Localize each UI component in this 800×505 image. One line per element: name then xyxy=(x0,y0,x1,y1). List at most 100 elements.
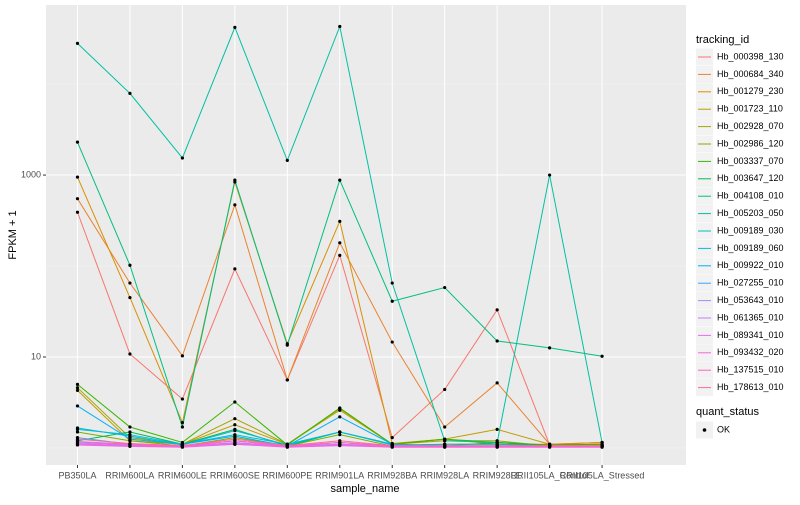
data-point xyxy=(128,352,132,356)
data-point xyxy=(390,281,394,285)
x-tick-label: RRIM600LE xyxy=(158,470,207,480)
data-point xyxy=(338,439,342,443)
data-point xyxy=(495,381,499,385)
legend-label: Hb_093432_020 xyxy=(717,347,784,357)
data-point xyxy=(390,340,394,344)
data-point xyxy=(128,91,132,95)
data-point xyxy=(128,425,132,429)
legend-label: Hb_137515_010 xyxy=(717,365,784,375)
x-tick-label: RRIM600SE xyxy=(210,470,260,480)
data-point xyxy=(548,444,552,448)
data-point xyxy=(75,382,80,386)
data-point xyxy=(338,178,342,182)
data-point xyxy=(233,442,237,446)
data-point xyxy=(338,24,342,29)
data-point xyxy=(548,346,552,350)
data-point xyxy=(443,444,447,448)
legend-label: Hb_000684_340 xyxy=(717,69,784,79)
legend-label: Hb_004108_010 xyxy=(717,191,784,201)
data-point xyxy=(180,421,184,425)
data-point xyxy=(75,140,80,144)
x-tick-label: RRIM928BA xyxy=(367,470,417,480)
data-point xyxy=(443,425,447,429)
data-point xyxy=(128,281,132,285)
y-tick-label: 10 xyxy=(31,351,41,361)
legend-title: quant_status xyxy=(696,406,759,418)
data-point xyxy=(338,430,342,434)
data-point xyxy=(75,388,80,392)
data-point xyxy=(128,441,132,446)
legend-label: Hb_178613_010 xyxy=(717,382,784,392)
data-point xyxy=(443,439,447,443)
data-point xyxy=(600,354,604,358)
legend-label: Hb_002928_070 xyxy=(717,121,784,131)
legend-title: tracking_id xyxy=(696,34,749,46)
data-point xyxy=(285,378,289,382)
legend-label: Hb_002986_120 xyxy=(717,138,784,148)
data-point xyxy=(443,387,447,392)
legend-label: Hb_001279_230 xyxy=(717,86,784,96)
x-tick-label: RRIM901LA xyxy=(315,470,364,480)
data-point xyxy=(75,404,80,408)
data-point xyxy=(600,444,604,448)
data-point xyxy=(128,434,132,438)
data-point xyxy=(390,444,394,448)
data-point xyxy=(75,210,80,214)
legend-label: Hb_009922_010 xyxy=(717,260,784,270)
data-point xyxy=(443,285,447,290)
data-point xyxy=(338,415,342,419)
data-point xyxy=(180,397,184,401)
data-point xyxy=(338,433,342,437)
legend-label: Hb_027255_010 xyxy=(717,278,784,288)
data-point xyxy=(75,386,80,390)
data-point xyxy=(338,444,342,448)
data-point xyxy=(233,417,237,421)
data-point xyxy=(338,219,342,223)
legend-label: Hb_003337_070 xyxy=(717,156,784,166)
legend-label: Hb_061365_010 xyxy=(717,312,784,322)
data-point xyxy=(75,41,80,45)
data-point xyxy=(128,444,132,449)
x-tick-label: RRIM600PE xyxy=(262,470,312,480)
data-point xyxy=(233,400,237,404)
legend-label: Hb_000398_130 xyxy=(717,51,784,61)
x-tick-label: PB350LA xyxy=(58,470,96,480)
legend-label: Hb_089341_010 xyxy=(717,330,784,340)
legend-label: Hb_005203_050 xyxy=(717,208,784,218)
data-point xyxy=(180,425,184,429)
y-axis-title: FPKM + 1 xyxy=(7,210,19,259)
y-tick-label: 1000 xyxy=(21,169,41,179)
data-point xyxy=(600,440,604,445)
legend-label: OK xyxy=(717,424,730,434)
data-point xyxy=(495,427,499,432)
data-point xyxy=(233,434,237,438)
data-point xyxy=(338,241,342,245)
data-point xyxy=(390,436,394,440)
data-point xyxy=(75,197,80,201)
data-point xyxy=(285,343,289,347)
data-point xyxy=(128,295,132,300)
x-tick-label: RRII105LA_Stressed xyxy=(560,470,645,480)
data-point xyxy=(338,406,342,410)
legend-label: Hb_009189_030 xyxy=(717,225,784,235)
data-point xyxy=(128,263,132,267)
data-point xyxy=(233,267,237,271)
data-point xyxy=(233,203,237,207)
data-point xyxy=(495,444,499,448)
data-point xyxy=(233,423,237,427)
data-point xyxy=(233,178,237,182)
data-point xyxy=(75,439,80,444)
data-point xyxy=(390,299,394,303)
data-point xyxy=(75,426,80,430)
x-tick-label: RRIM928LE xyxy=(473,470,522,480)
legend-point xyxy=(702,428,707,432)
data-point xyxy=(233,429,237,433)
data-point xyxy=(548,173,552,177)
data-point xyxy=(338,253,342,257)
data-point xyxy=(285,444,289,448)
data-point xyxy=(495,339,499,343)
data-point xyxy=(75,175,80,179)
data-point xyxy=(233,437,237,441)
x-axis-title: sample_name xyxy=(330,483,399,495)
